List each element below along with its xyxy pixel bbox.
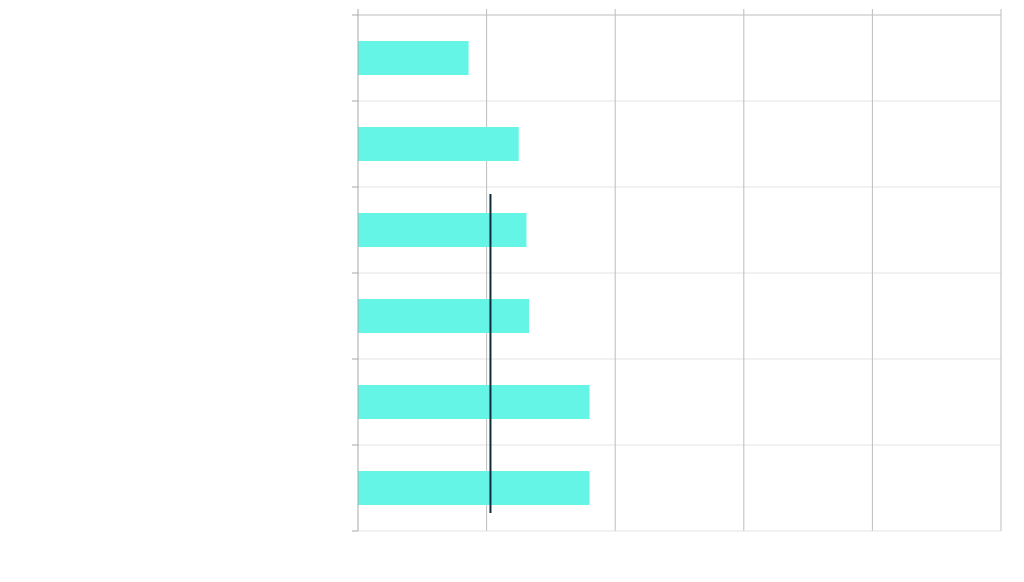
grid — [357, 9, 1002, 531]
bar — [358, 385, 590, 419]
bar — [358, 299, 530, 333]
axes — [352, 9, 1001, 532]
bar — [358, 127, 519, 161]
bar — [358, 471, 590, 505]
bar — [358, 213, 527, 247]
bar — [358, 41, 469, 75]
bars — [358, 41, 590, 505]
